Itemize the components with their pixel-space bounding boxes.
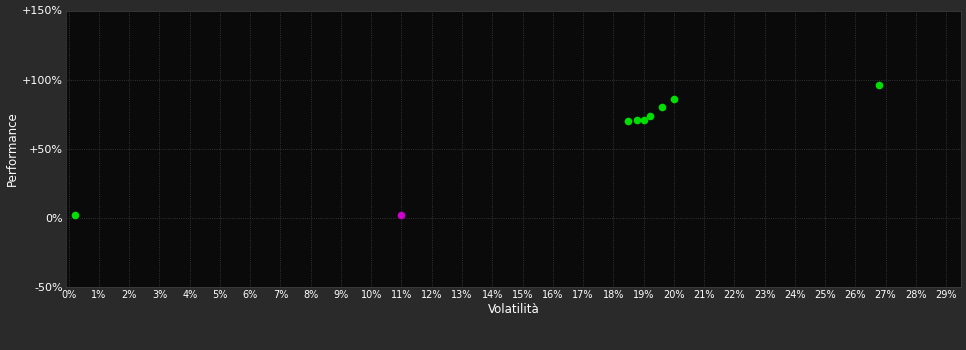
Point bbox=[394, 212, 410, 218]
Point bbox=[641, 113, 657, 118]
Point bbox=[871, 82, 887, 88]
X-axis label: Volatilità: Volatilità bbox=[488, 302, 539, 316]
Point bbox=[67, 212, 82, 218]
Y-axis label: Performance: Performance bbox=[6, 111, 19, 186]
Point bbox=[654, 105, 669, 110]
Point bbox=[636, 117, 651, 122]
Point bbox=[630, 117, 645, 122]
Point bbox=[666, 96, 681, 102]
Point bbox=[621, 118, 637, 124]
